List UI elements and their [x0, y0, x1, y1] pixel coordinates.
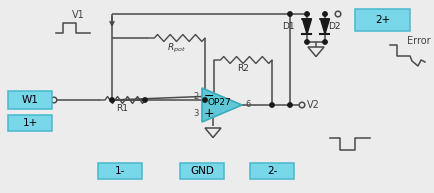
- Text: V2: V2: [306, 100, 319, 110]
- Circle shape: [287, 12, 292, 16]
- Text: V1: V1: [72, 10, 84, 20]
- Polygon shape: [204, 128, 220, 138]
- Circle shape: [322, 40, 326, 44]
- Text: D1: D1: [282, 22, 294, 31]
- FancyBboxPatch shape: [250, 163, 293, 179]
- Polygon shape: [302, 19, 311, 34]
- Text: R2: R2: [237, 64, 248, 73]
- Text: Error: Error: [406, 36, 430, 46]
- FancyBboxPatch shape: [8, 115, 52, 131]
- Circle shape: [304, 40, 309, 44]
- Circle shape: [335, 11, 340, 17]
- FancyBboxPatch shape: [8, 91, 52, 109]
- Text: 2+: 2+: [374, 15, 389, 25]
- Circle shape: [269, 103, 273, 107]
- Text: 2: 2: [193, 92, 198, 101]
- Circle shape: [202, 98, 207, 102]
- Circle shape: [299, 102, 304, 108]
- Text: W1: W1: [22, 95, 38, 105]
- Text: −: −: [203, 90, 214, 103]
- FancyBboxPatch shape: [354, 9, 409, 31]
- Text: 2-: 2-: [266, 166, 276, 176]
- Text: 1-: 1-: [115, 166, 125, 176]
- Text: 1+: 1+: [22, 118, 37, 128]
- FancyBboxPatch shape: [98, 163, 141, 179]
- Text: D2: D2: [327, 22, 340, 31]
- Polygon shape: [307, 47, 323, 57]
- Circle shape: [287, 103, 292, 107]
- Text: GND: GND: [190, 166, 214, 176]
- Text: OP27: OP27: [207, 98, 230, 108]
- Circle shape: [304, 12, 309, 16]
- Polygon shape: [201, 88, 241, 122]
- Text: $R_{pot}$: $R_{pot}$: [167, 42, 185, 55]
- FancyBboxPatch shape: [180, 163, 224, 179]
- Circle shape: [142, 98, 147, 102]
- Circle shape: [51, 97, 57, 103]
- Circle shape: [109, 98, 114, 102]
- Text: R1: R1: [116, 104, 128, 113]
- Text: 3: 3: [193, 109, 198, 118]
- Text: +: +: [203, 107, 214, 120]
- Circle shape: [322, 12, 326, 16]
- Polygon shape: [320, 19, 329, 34]
- Text: 6: 6: [244, 101, 250, 109]
